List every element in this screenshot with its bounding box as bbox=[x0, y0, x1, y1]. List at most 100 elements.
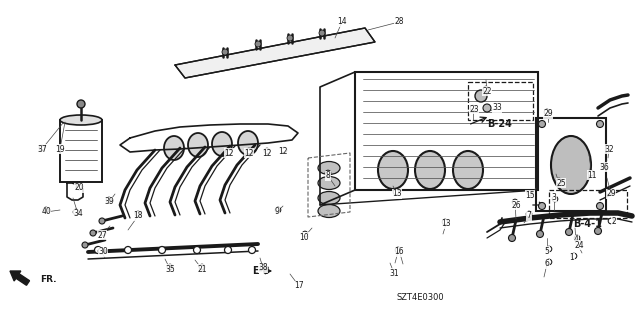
Text: 20: 20 bbox=[74, 183, 84, 192]
Text: FR.: FR. bbox=[40, 276, 56, 285]
Text: 9: 9 bbox=[275, 207, 280, 217]
Text: 29: 29 bbox=[606, 189, 616, 198]
Circle shape bbox=[82, 242, 88, 248]
Text: 38: 38 bbox=[258, 263, 268, 272]
Text: 27: 27 bbox=[97, 231, 107, 240]
Circle shape bbox=[566, 228, 573, 235]
Circle shape bbox=[442, 219, 448, 225]
Text: 7: 7 bbox=[527, 211, 531, 220]
Circle shape bbox=[264, 148, 270, 154]
Text: 32: 32 bbox=[604, 145, 614, 153]
Text: 23: 23 bbox=[469, 105, 479, 114]
Circle shape bbox=[596, 121, 604, 128]
Text: 40: 40 bbox=[41, 207, 51, 217]
Circle shape bbox=[601, 163, 607, 169]
Circle shape bbox=[483, 104, 491, 112]
Circle shape bbox=[44, 207, 49, 213]
Ellipse shape bbox=[318, 204, 340, 218]
Text: 39: 39 bbox=[104, 197, 114, 206]
Circle shape bbox=[98, 248, 104, 254]
Text: 37: 37 bbox=[37, 145, 47, 153]
Circle shape bbox=[325, 170, 331, 176]
Circle shape bbox=[95, 247, 102, 254]
Text: 4: 4 bbox=[573, 235, 579, 244]
Text: 18: 18 bbox=[133, 211, 143, 220]
Circle shape bbox=[260, 264, 266, 270]
Circle shape bbox=[73, 209, 79, 215]
Text: 12: 12 bbox=[262, 149, 272, 158]
Ellipse shape bbox=[318, 176, 340, 189]
Text: 11: 11 bbox=[588, 170, 596, 180]
Circle shape bbox=[167, 264, 173, 270]
Circle shape bbox=[90, 230, 96, 236]
Ellipse shape bbox=[60, 115, 102, 125]
Text: 31: 31 bbox=[389, 269, 399, 278]
Circle shape bbox=[509, 234, 515, 241]
Circle shape bbox=[39, 145, 45, 151]
Circle shape bbox=[393, 189, 399, 195]
Text: 12: 12 bbox=[224, 149, 234, 158]
Ellipse shape bbox=[164, 136, 184, 160]
Circle shape bbox=[396, 247, 401, 253]
Circle shape bbox=[544, 109, 550, 115]
Text: B-4-1: B-4-1 bbox=[573, 219, 602, 229]
Circle shape bbox=[526, 211, 532, 217]
Text: E-8: E-8 bbox=[252, 266, 269, 276]
Text: 28: 28 bbox=[394, 18, 404, 26]
Bar bbox=[355, 72, 538, 190]
Text: 8: 8 bbox=[326, 172, 330, 181]
Text: 6: 6 bbox=[545, 259, 549, 269]
Circle shape bbox=[275, 207, 281, 213]
Circle shape bbox=[475, 90, 487, 102]
Text: 19: 19 bbox=[55, 145, 65, 153]
Circle shape bbox=[302, 231, 308, 237]
Circle shape bbox=[552, 196, 558, 202]
Circle shape bbox=[536, 231, 543, 238]
Circle shape bbox=[572, 253, 577, 259]
Circle shape bbox=[538, 121, 545, 128]
Text: 12: 12 bbox=[278, 146, 288, 155]
Text: 33: 33 bbox=[492, 103, 502, 113]
Text: 24: 24 bbox=[574, 241, 584, 249]
Text: 2: 2 bbox=[612, 217, 616, 226]
Circle shape bbox=[538, 203, 545, 210]
Text: 16: 16 bbox=[394, 248, 404, 256]
Text: 21: 21 bbox=[197, 264, 207, 273]
Bar bbox=[60, 120, 102, 182]
Circle shape bbox=[596, 203, 604, 210]
Bar bbox=[468, 82, 533, 120]
Circle shape bbox=[281, 147, 287, 153]
Ellipse shape bbox=[238, 131, 258, 155]
Text: SZT4E0300: SZT4E0300 bbox=[396, 293, 444, 301]
Circle shape bbox=[225, 247, 232, 254]
Text: 34: 34 bbox=[73, 210, 83, 219]
Ellipse shape bbox=[415, 151, 445, 189]
Circle shape bbox=[99, 218, 105, 224]
Text: 22: 22 bbox=[483, 86, 492, 95]
Ellipse shape bbox=[318, 161, 340, 174]
Circle shape bbox=[76, 184, 82, 190]
Text: 15: 15 bbox=[525, 190, 535, 199]
Circle shape bbox=[483, 86, 489, 92]
Bar bbox=[536, 118, 606, 211]
Circle shape bbox=[595, 227, 602, 234]
Circle shape bbox=[248, 247, 255, 254]
Text: 25: 25 bbox=[556, 179, 566, 188]
Circle shape bbox=[193, 247, 200, 254]
Circle shape bbox=[255, 41, 261, 47]
Ellipse shape bbox=[551, 136, 591, 194]
Text: 29: 29 bbox=[543, 109, 553, 118]
Ellipse shape bbox=[378, 151, 408, 189]
Ellipse shape bbox=[453, 151, 483, 189]
Circle shape bbox=[77, 100, 85, 108]
Text: 1: 1 bbox=[570, 254, 574, 263]
Circle shape bbox=[588, 170, 594, 176]
Circle shape bbox=[106, 197, 112, 203]
Circle shape bbox=[246, 148, 252, 154]
Text: B-24: B-24 bbox=[488, 119, 513, 129]
Circle shape bbox=[159, 247, 166, 254]
Text: 13: 13 bbox=[392, 189, 402, 198]
Circle shape bbox=[574, 235, 580, 241]
Circle shape bbox=[135, 211, 141, 217]
Text: 36: 36 bbox=[599, 162, 609, 172]
